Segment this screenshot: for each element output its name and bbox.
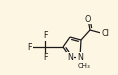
Text: Cl: Cl [101, 28, 109, 38]
Text: N: N [77, 52, 83, 62]
Text: CH₃: CH₃ [78, 63, 90, 69]
Text: N: N [67, 52, 73, 62]
Text: F: F [43, 53, 47, 62]
Text: O: O [85, 14, 91, 23]
Text: F: F [27, 43, 32, 52]
Text: F: F [43, 32, 47, 40]
